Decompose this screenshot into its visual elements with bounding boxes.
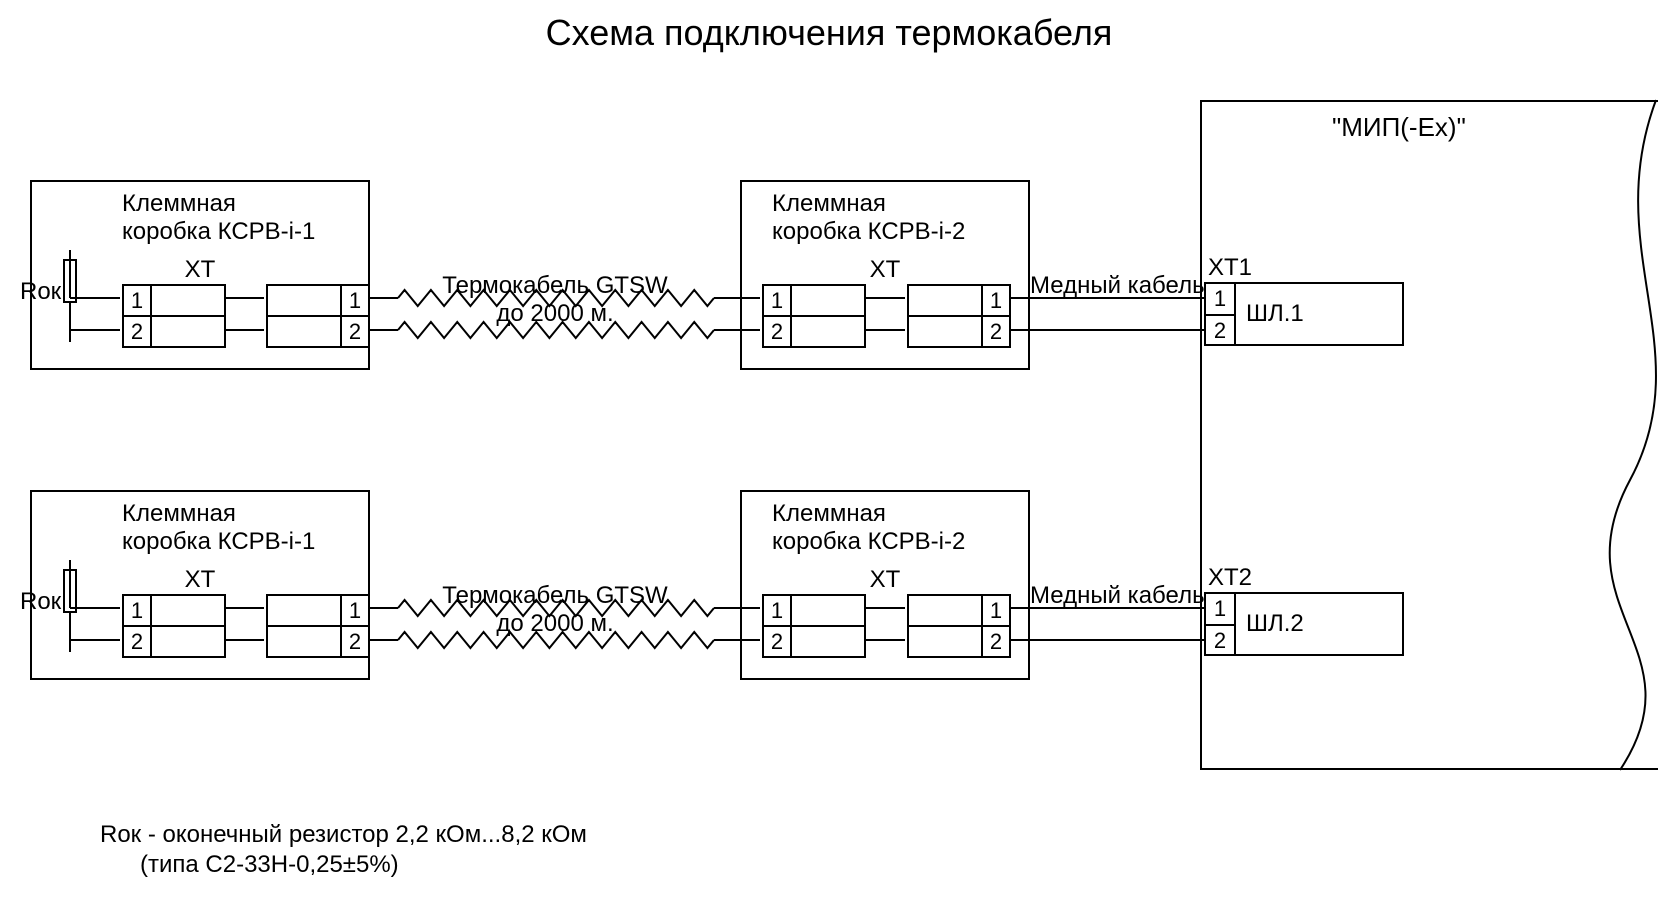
xt-label: XT: [742, 566, 1028, 594]
terminal-num: 1: [1206, 284, 1234, 316]
diagram-canvas: Схема подключения термокабеля "МИП(-Ex)"…: [0, 0, 1658, 910]
terminal-block-left: 1 2: [122, 284, 226, 348]
terminal-block-left: 1 2: [762, 284, 866, 348]
footer-line1: Roк - оконечный резистор 2,2 кОм...8,2 к…: [100, 820, 587, 850]
terminal-block-left: 1 2: [762, 594, 866, 658]
terminal-num: 1: [124, 596, 152, 625]
terminal-block-right: 1 2: [907, 284, 1011, 348]
terminal-num: 2: [981, 317, 1009, 348]
xt-label: XT: [32, 256, 368, 284]
jbox1-label: Клеммная коробка КСРВ-i-1: [122, 500, 315, 555]
mip-terminal: 1 2 ШЛ.2: [1204, 592, 1404, 656]
terminal-num: 2: [124, 317, 152, 348]
rok-label: Roк: [20, 588, 61, 616]
shl-label: ШЛ.2: [1236, 594, 1402, 654]
junction-box-1-row1: Клеммная коробка КСРВ-i-1 XT 1 2 1 2: [30, 490, 370, 680]
terminal-num: 1: [340, 286, 368, 315]
xt-label: XT: [32, 566, 368, 594]
terminal-num: 2: [981, 627, 1009, 658]
terminal-num: 1: [340, 596, 368, 625]
terminal-num: 1: [764, 286, 792, 315]
thermal-cable-label: Термокабель GTSW до 2000 м.: [370, 582, 740, 638]
footer-line2: (типа С2-33Н-0,25±5%): [100, 850, 587, 880]
terminal-block-left: 1 2: [122, 594, 226, 658]
thermal-cable-label: Термокабель GTSW до 2000 м.: [370, 272, 740, 328]
jbox2-label: Клеммная коробка КСРВ-i-2: [772, 500, 965, 555]
mip-xt-label: XT2: [1208, 564, 1252, 592]
terminal-num: 2: [340, 317, 368, 348]
mip-xt-label: XT1: [1208, 254, 1252, 282]
xt-label: XT: [742, 256, 1028, 284]
terminal-block-right: 1 2: [266, 594, 370, 658]
mip-box: "МИП(-Ex)": [1200, 100, 1658, 770]
terminal-num: 2: [1206, 316, 1234, 346]
copper-cable-label: Медный кабель: [1030, 272, 1200, 300]
mip-terminal: 1 2 ШЛ.1: [1204, 282, 1404, 346]
terminal-num: 2: [764, 317, 792, 348]
terminal-num: 1: [981, 286, 1009, 315]
terminal-block-right: 1 2: [907, 594, 1011, 658]
jbox2-label: Клеммная коробка КСРВ-i-2: [772, 190, 965, 245]
terminal-num: 2: [1206, 626, 1234, 656]
jbox1-label: Клеммная коробка КСРВ-i-1: [122, 190, 315, 245]
diagram-title: Схема подключения термокабеля: [0, 12, 1658, 54]
terminal-num: 2: [340, 627, 368, 658]
shl-label: ШЛ.1: [1236, 284, 1402, 344]
terminal-num: 1: [764, 596, 792, 625]
terminal-num: 1: [124, 286, 152, 315]
rok-label: Roк: [20, 278, 61, 306]
terminal-num: 1: [1206, 594, 1234, 626]
copper-cable-label: Медный кабель: [1030, 582, 1200, 610]
junction-box-2-row1: Клеммная коробка КСРВ-i-2 XT 1 2 1 2: [740, 490, 1030, 680]
terminal-num: 2: [124, 627, 152, 658]
terminal-num: 2: [764, 627, 792, 658]
terminal-block-right: 1 2: [266, 284, 370, 348]
junction-box-1-row0: Клеммная коробка КСРВ-i-1 XT 1 2 1 2: [30, 180, 370, 370]
mip-title: "МИП(-Ex)": [1332, 112, 1466, 143]
footer-note: Roк - оконечный резистор 2,2 кОм...8,2 к…: [100, 820, 587, 880]
terminal-num: 1: [981, 596, 1009, 625]
junction-box-2-row0: Клеммная коробка КСРВ-i-2 XT 1 2 1 2: [740, 180, 1030, 370]
